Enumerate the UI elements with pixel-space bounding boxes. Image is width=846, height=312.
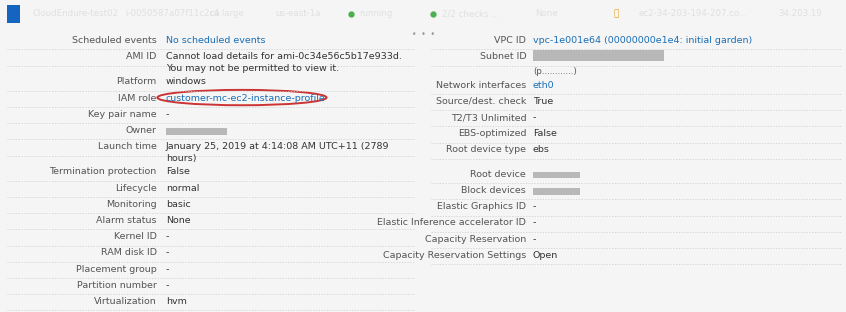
FancyBboxPatch shape xyxy=(533,188,580,195)
Text: us-east-1a: us-east-1a xyxy=(275,9,321,18)
Text: None: None xyxy=(166,216,190,225)
Text: (p............): (p............) xyxy=(533,67,577,76)
FancyBboxPatch shape xyxy=(7,5,20,22)
Text: No scheduled events: No scheduled events xyxy=(166,36,266,45)
Text: False: False xyxy=(533,129,557,138)
Text: 2/2 checks ...: 2/2 checks ... xyxy=(442,9,499,18)
Text: basic: basic xyxy=(166,200,190,209)
Text: i-0050587a07f11c2ca: i-0050587a07f11c2ca xyxy=(125,9,220,18)
Text: Kernel ID: Kernel ID xyxy=(113,232,157,241)
Text: EBS-optimized: EBS-optimized xyxy=(458,129,526,138)
Text: ec2-34-203-194-207.co...: ec2-34-203-194-207.co... xyxy=(639,9,748,18)
Text: CloudEndure-test02: CloudEndure-test02 xyxy=(32,9,118,18)
Text: Capacity Reservation Settings: Capacity Reservation Settings xyxy=(383,251,526,260)
Text: hvm: hvm xyxy=(166,297,187,306)
Text: hours): hours) xyxy=(166,154,196,163)
Text: Launch time: Launch time xyxy=(97,142,157,151)
Text: VPC ID: VPC ID xyxy=(494,36,526,45)
Text: customer-mc-ec2-instance-profile: customer-mc-ec2-instance-profile xyxy=(166,94,326,103)
Text: eth0: eth0 xyxy=(533,80,555,90)
Text: None: None xyxy=(535,9,558,18)
Text: -: - xyxy=(533,202,536,211)
Text: Monitoring: Monitoring xyxy=(106,200,157,209)
Text: IAM role: IAM role xyxy=(118,94,157,103)
Text: ebs: ebs xyxy=(533,145,550,154)
Text: Open: Open xyxy=(533,251,558,260)
Text: -: - xyxy=(166,110,169,119)
Text: RAM disk ID: RAM disk ID xyxy=(101,248,157,257)
Text: Partition number: Partition number xyxy=(77,281,157,290)
Text: -: - xyxy=(166,248,169,257)
Text: Platform: Platform xyxy=(116,77,157,86)
Text: Subnet ID: Subnet ID xyxy=(480,52,526,61)
Text: •  •  •: • • • xyxy=(411,30,435,39)
Text: Block devices: Block devices xyxy=(461,186,526,195)
Text: Source/dest. check: Source/dest. check xyxy=(436,97,526,106)
FancyBboxPatch shape xyxy=(533,172,580,178)
Text: Capacity Reservation: Capacity Reservation xyxy=(425,235,526,244)
Text: -: - xyxy=(166,265,169,274)
Text: Owner: Owner xyxy=(125,126,157,135)
Text: Elastic Graphics ID: Elastic Graphics ID xyxy=(437,202,526,211)
FancyBboxPatch shape xyxy=(166,128,227,134)
Text: c4.large: c4.large xyxy=(210,9,244,18)
Text: You may not be permitted to view it.: You may not be permitted to view it. xyxy=(166,64,339,73)
Text: Scheduled events: Scheduled events xyxy=(72,36,157,45)
FancyBboxPatch shape xyxy=(533,50,664,61)
Text: running: running xyxy=(360,9,393,18)
Text: -: - xyxy=(533,113,536,122)
Text: Termination protection: Termination protection xyxy=(49,167,157,176)
Text: AMI ID: AMI ID xyxy=(126,52,157,61)
Text: T2/T3 Unlimited: T2/T3 Unlimited xyxy=(451,113,526,122)
Text: 34.203.19: 34.203.19 xyxy=(778,9,822,18)
Text: -: - xyxy=(166,281,169,290)
Text: windows: windows xyxy=(166,77,206,86)
Text: Lifecycle: Lifecycle xyxy=(115,183,157,193)
Text: January 25, 2019 at 4:14:08 AM UTC+11 (2789: January 25, 2019 at 4:14:08 AM UTC+11 (2… xyxy=(166,142,389,151)
Text: True: True xyxy=(533,97,553,106)
Text: -: - xyxy=(533,218,536,227)
Text: Alarm status: Alarm status xyxy=(96,216,157,225)
Text: False: False xyxy=(166,167,190,176)
Text: Virtualization: Virtualization xyxy=(94,297,157,306)
Text: Cannot load details for ami-0c34e56c5b17e933d.: Cannot load details for ami-0c34e56c5b17… xyxy=(166,52,402,61)
Text: Elastic Inference accelerator ID: Elastic Inference accelerator ID xyxy=(377,218,526,227)
Text: Key pair name: Key pair name xyxy=(88,110,157,119)
Text: Root device: Root device xyxy=(470,170,526,179)
Text: vpc-1e001e64 (00000000e1e4: initial garden): vpc-1e001e64 (00000000e1e4: initial gard… xyxy=(533,36,752,45)
Text: Network interfaces: Network interfaces xyxy=(436,80,526,90)
Text: 🔗: 🔗 xyxy=(613,9,618,18)
Text: -: - xyxy=(166,232,169,241)
Text: -: - xyxy=(533,235,536,244)
Text: Root device type: Root device type xyxy=(446,145,526,154)
Text: Placement group: Placement group xyxy=(76,265,157,274)
Text: normal: normal xyxy=(166,183,199,193)
